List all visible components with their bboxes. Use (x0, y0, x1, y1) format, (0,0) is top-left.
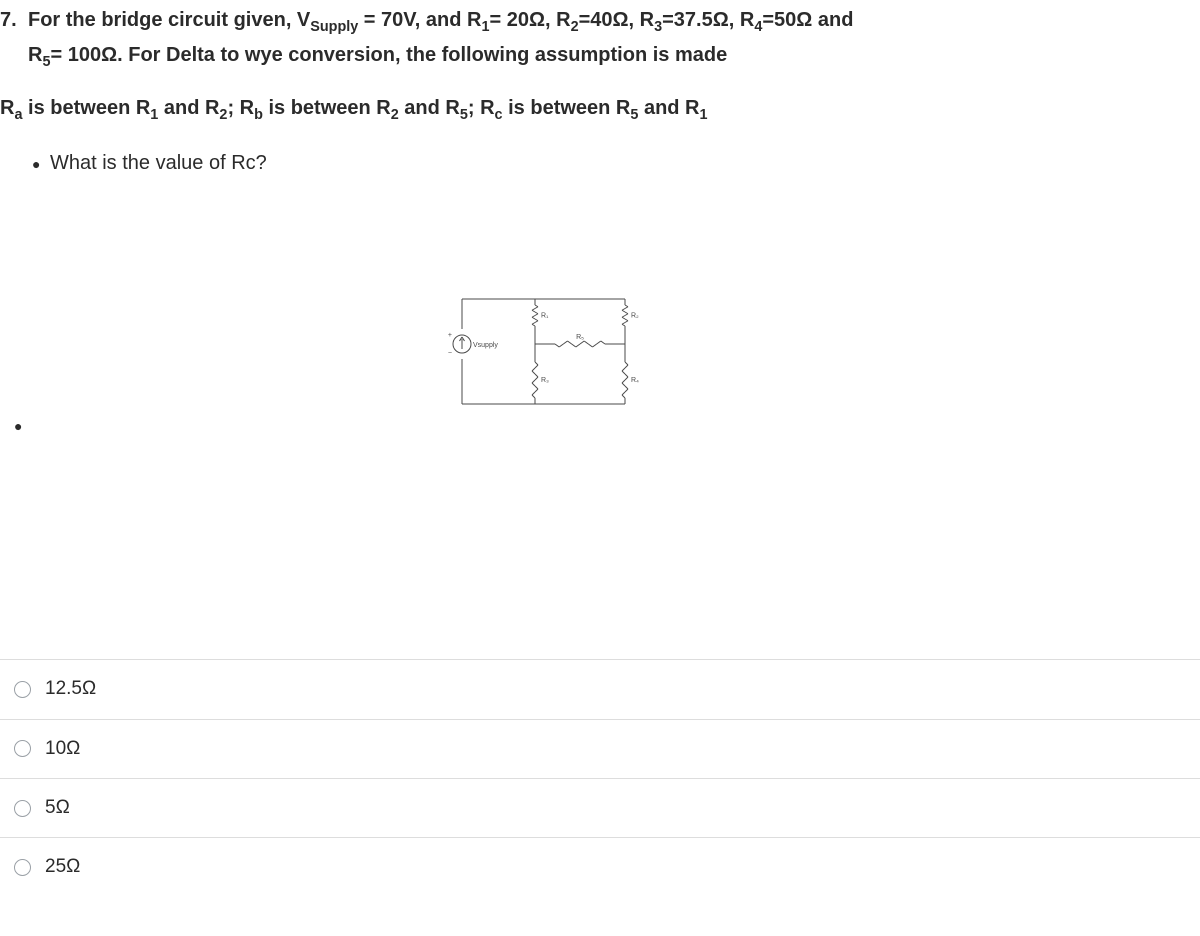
option-label: 10Ω (45, 734, 80, 764)
option-row[interactable]: 10Ω (0, 720, 1200, 779)
options-block: 12.5Ω 10Ω 5Ω 25Ω (0, 659, 1200, 883)
radio-icon[interactable] (14, 859, 31, 876)
svg-text:Vsupply: Vsupply (473, 342, 498, 349)
svg-text:R₃: R₃ (541, 377, 549, 384)
bullet-text: What is the value of Rc? (50, 152, 267, 174)
question-line-1: 7.For the bridge circuit given, VSupply … (0, 4, 1200, 39)
svg-text:+: + (448, 332, 452, 339)
option-label: 12.5Ω (45, 674, 96, 704)
svg-text:R₅: R₅ (576, 334, 584, 341)
bullet-question: ●What is the value of Rc? (0, 127, 1200, 179)
bullet-icon: ● (32, 153, 50, 175)
option-label: 25Ω (45, 852, 80, 882)
question-number: 7. (0, 4, 28, 36)
radio-icon[interactable] (14, 681, 31, 698)
question-text-1: For the bridge circuit given, VSupply = … (28, 9, 853, 31)
question-block: 7.For the bridge circuit given, VSupply … (0, 0, 1200, 179)
svg-text:−: − (448, 350, 452, 357)
radio-icon[interactable] (14, 800, 31, 817)
svg-text:R₁: R₁ (541, 313, 549, 320)
svg-text:R₄: R₄ (631, 377, 639, 384)
option-row[interactable]: 25Ω (0, 838, 1200, 882)
assumption-line: Ra is between R1 and R2; Rb is between R… (0, 74, 1200, 127)
option-row[interactable]: 5Ω (0, 779, 1200, 838)
option-label: 5Ω (45, 793, 70, 823)
radio-icon[interactable] (14, 740, 31, 757)
bridge-circuit-diagram: + − Vsupply R₁ R₃ R₂ R₄ R₅ (440, 289, 660, 419)
question-line-2: R5= 100Ω. For Delta to wye conversion, t… (0, 39, 1200, 74)
svg-text:R₂: R₂ (631, 313, 639, 320)
option-row[interactable]: 12.5Ω (0, 660, 1200, 719)
figure-area: ● + − Vsupply R₁ R₃ R₂ R₄ R₅ (0, 179, 1200, 659)
stray-bullet-icon: ● (14, 415, 22, 437)
